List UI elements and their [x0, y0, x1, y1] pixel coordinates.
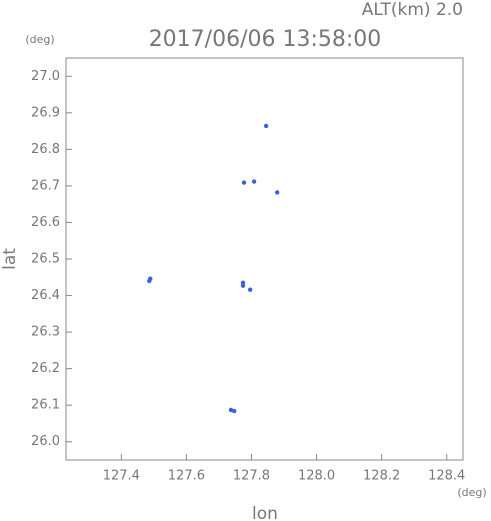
y-tick-label: 26.3 — [31, 325, 60, 340]
x-tick-label: 128.0 — [298, 469, 335, 484]
x-unit: (deg) — [457, 486, 486, 499]
point — [240, 283, 246, 288]
x-tick-label: 127.6 — [168, 469, 205, 484]
y-tick-label: 26.5 — [31, 252, 60, 267]
y-tick-label: 26.1 — [31, 398, 60, 413]
x-tick-label: 127.4 — [103, 469, 140, 484]
y-tick-label: 26.0 — [31, 434, 60, 449]
point — [263, 123, 269, 129]
y-tick-label: 27.0 — [31, 69, 60, 84]
point — [232, 408, 237, 414]
y-tick-label: 26.7 — [31, 178, 60, 193]
y-unit: (deg) — [25, 33, 54, 46]
x-axis-label: lon — [252, 504, 278, 521]
x-tick-label: 128.4 — [428, 469, 465, 484]
y-tick-label: 26.4 — [31, 288, 60, 303]
x-tick-label: 127.8 — [233, 469, 270, 484]
y-tick-label: 26.6 — [31, 215, 60, 230]
chart-title: 2017/06/06 13:58:00 — [149, 27, 382, 52]
point — [274, 190, 280, 195]
point — [251, 179, 257, 184]
y-axis-label: lat — [0, 248, 20, 270]
point — [247, 287, 253, 292]
plot-frame — [65, 57, 464, 461]
point — [241, 180, 247, 185]
y-tick-label: 26.8 — [31, 142, 60, 157]
point — [147, 278, 152, 284]
x-tick-label: 128.2 — [363, 469, 400, 484]
chart-subtitle: ALT(km) 2.0 — [362, 0, 463, 20]
y-tick-label: 26.2 — [31, 361, 60, 376]
y-tick-label: 26.9 — [31, 105, 60, 120]
